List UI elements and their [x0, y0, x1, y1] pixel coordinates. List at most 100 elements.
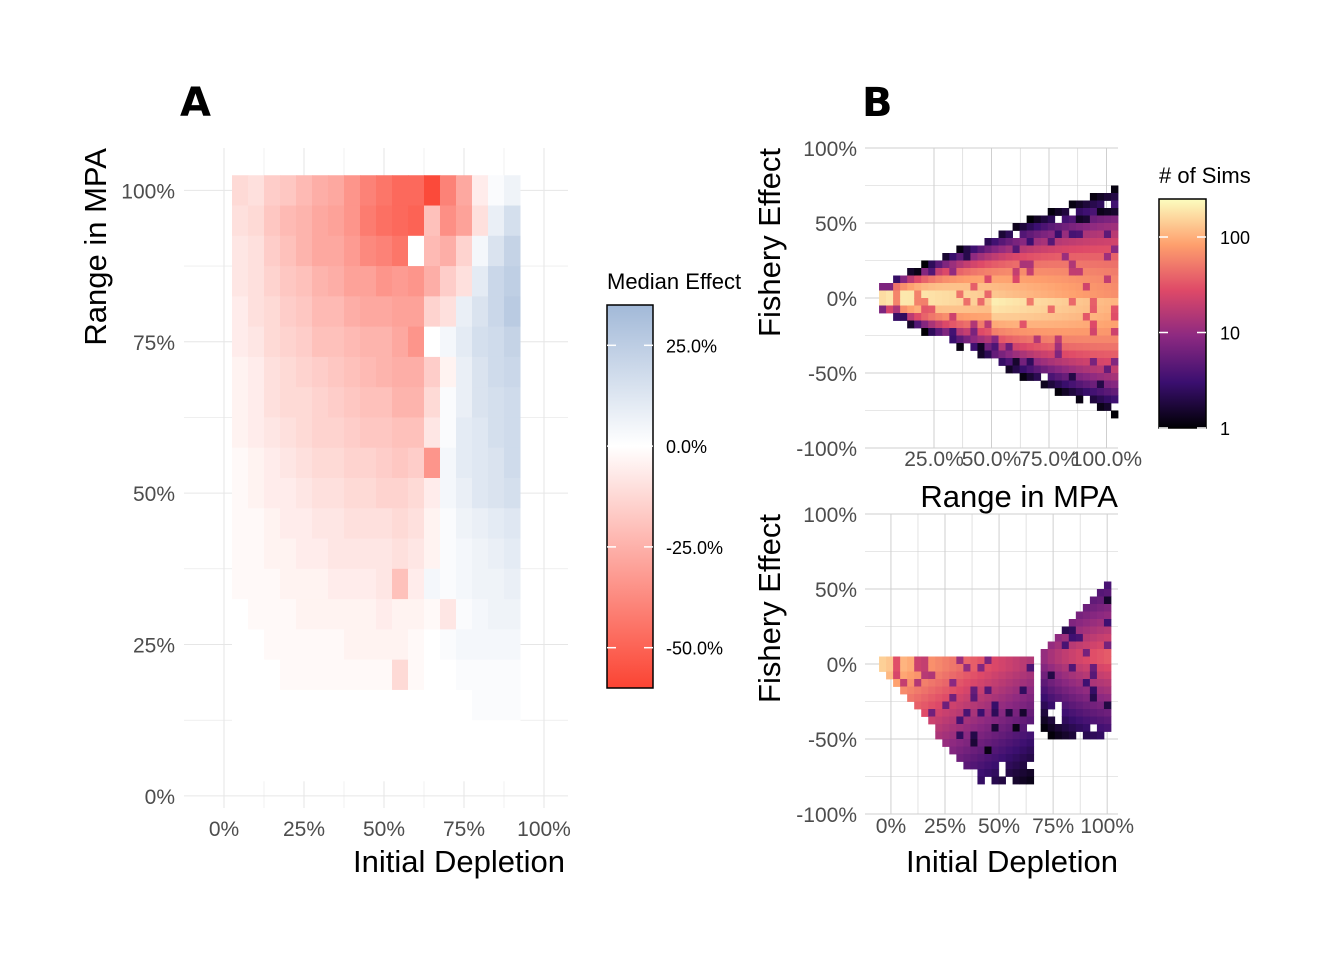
- panel-b-top-cell: [991, 320, 999, 329]
- panel-a-cell: [408, 599, 425, 630]
- panel-b-top-cell: [984, 260, 992, 269]
- panel-a-cell: [296, 720, 313, 751]
- panel-b-top-cell: [984, 328, 992, 336]
- panel-b-top-cell: [914, 305, 922, 314]
- panel-a-cell: [376, 720, 393, 751]
- panel-b-bottom-cell: [1026, 716, 1035, 725]
- panel-a-cell: [408, 266, 425, 297]
- panel-b-top-cell: [991, 335, 999, 344]
- panel-b-top-cell: [1061, 388, 1070, 396]
- panel-b-top-cell: [1047, 320, 1056, 329]
- panel-b-bottom-cell: [1103, 581, 1112, 590]
- panel-b-top-cell: [886, 290, 894, 299]
- panel-a-cell: [296, 175, 313, 207]
- panel-a-cell: [248, 720, 265, 751]
- panel-b-top-cell: [970, 313, 978, 321]
- panel-b-bottom-cell: [1082, 656, 1091, 665]
- panel-b-top-cell: [1033, 223, 1042, 231]
- panel-b-top-cell: [928, 320, 936, 329]
- panel-b-top-cell: [977, 268, 985, 276]
- panel-b-top-cell: [1103, 305, 1112, 314]
- panel-a-cell: [264, 478, 281, 509]
- panel-b-bottom-cell: [1012, 664, 1021, 672]
- panel-b-top-cell: [991, 245, 999, 254]
- median-legend-tick-label: -50.0%: [666, 639, 723, 659]
- panel-a-cell: [280, 599, 297, 630]
- panel-a-cell: [296, 447, 313, 479]
- panel-b-top-cell: [1082, 283, 1091, 291]
- panel-a-cell: [248, 326, 265, 358]
- panel-b-top-cell: [1040, 365, 1049, 374]
- panel-b-top-cell: [1047, 350, 1056, 359]
- panel-a-x-title: Initial Depletion: [353, 844, 565, 879]
- panel-a-cell: [488, 235, 505, 267]
- panel-b-top-cell: [1012, 223, 1021, 231]
- panel-b-top-cell: [942, 328, 950, 336]
- panel-b-bottom-cell: [1047, 656, 1056, 665]
- panel-b-bottom-cell: [928, 686, 936, 695]
- panel-b-bottom-cell: [998, 709, 1006, 717]
- panel-b-top-cell: [998, 358, 1006, 366]
- panel-a-cell: [440, 478, 457, 509]
- panel-a-cell: [312, 235, 329, 267]
- panel-a-cell: [264, 447, 281, 479]
- panel-b-top-cell: [1061, 283, 1070, 291]
- panel-b-top-cell: [1040, 245, 1049, 254]
- panel-a-cell: [312, 720, 329, 751]
- panel-b-top-cell: [1047, 343, 1056, 351]
- panel-a-cell: [328, 417, 345, 449]
- panel-b-bottom-cell: [991, 709, 999, 717]
- panel-b-top-cell: [1054, 388, 1063, 396]
- panel-b-top-cell: [921, 260, 929, 269]
- panel-a-cell: [280, 720, 297, 751]
- panel-b-bottom-cell: [956, 664, 964, 672]
- panel-b-bottom-cell: [984, 724, 992, 732]
- panel-a-cell: [264, 629, 281, 661]
- panel-b-top-cell: [1082, 313, 1091, 321]
- panel-a-cell: [424, 235, 441, 267]
- panel-a-cell: [392, 447, 409, 479]
- panel-b-top-cell: [1110, 290, 1119, 299]
- panel-b-bottom-cell: [1005, 746, 1013, 755]
- panel-b-top-cell: [914, 313, 922, 321]
- panel-b-bottom-cell: [949, 656, 957, 665]
- panel-b-top-cell: [970, 305, 978, 314]
- panel-b-top-cell: [1089, 328, 1098, 336]
- panel-b-top-cell: [963, 253, 971, 261]
- panel-a-cell: [408, 720, 425, 751]
- panel-b-top-cell: [921, 313, 929, 321]
- panel-b-top-cell: [935, 268, 943, 276]
- panel-b-top-cell: [1012, 328, 1021, 336]
- panel-a-cell: [472, 659, 489, 691]
- panel-b-top-cell: [1075, 358, 1084, 366]
- panel-b-bottom-cell: [1047, 694, 1056, 702]
- panel-b-top-cell: [984, 275, 992, 284]
- panel-b-bottom-cell: [956, 716, 964, 725]
- panel-b-top-cell: [886, 283, 894, 291]
- panel-b-bottom-cell: [1005, 754, 1013, 762]
- panel-a-cell: [312, 356, 329, 388]
- panel-b-bottom-cell: [991, 754, 999, 762]
- panel-b-bottom-cell: [970, 761, 978, 770]
- panel-b-bottom-cell: [914, 671, 922, 680]
- panel-a-cell: [296, 568, 313, 600]
- panel-b-bottom-cell: [1026, 769, 1035, 777]
- panel-b-bottom-cell: [970, 656, 978, 665]
- panel-a-cell: [360, 205, 377, 237]
- panel-b-top-cell: [1012, 305, 1021, 314]
- panel-b-top-y-tick-label: -100%: [796, 438, 857, 461]
- panel-b-bottom-cell: [963, 724, 971, 732]
- panel-b-top-cell: [1033, 343, 1042, 351]
- panel-b-top-cell: [1096, 215, 1105, 224]
- panel-b-bottom-cell: [1040, 664, 1049, 672]
- panel-a-cell: [408, 538, 425, 570]
- panel-b-top-cell: [1082, 305, 1091, 314]
- panel-b-top-cell: [1082, 358, 1091, 366]
- panel-b-bottom-cell: [949, 709, 957, 717]
- panel-b-bottom-cell: [1096, 656, 1105, 665]
- panel-a-cell: [312, 599, 329, 630]
- panel-b-bottom-cell: [1068, 716, 1077, 725]
- panel-b-bottom-cell: [984, 761, 992, 770]
- panel-a-cell: [344, 417, 361, 449]
- panel-b-top-cell: [1026, 328, 1035, 336]
